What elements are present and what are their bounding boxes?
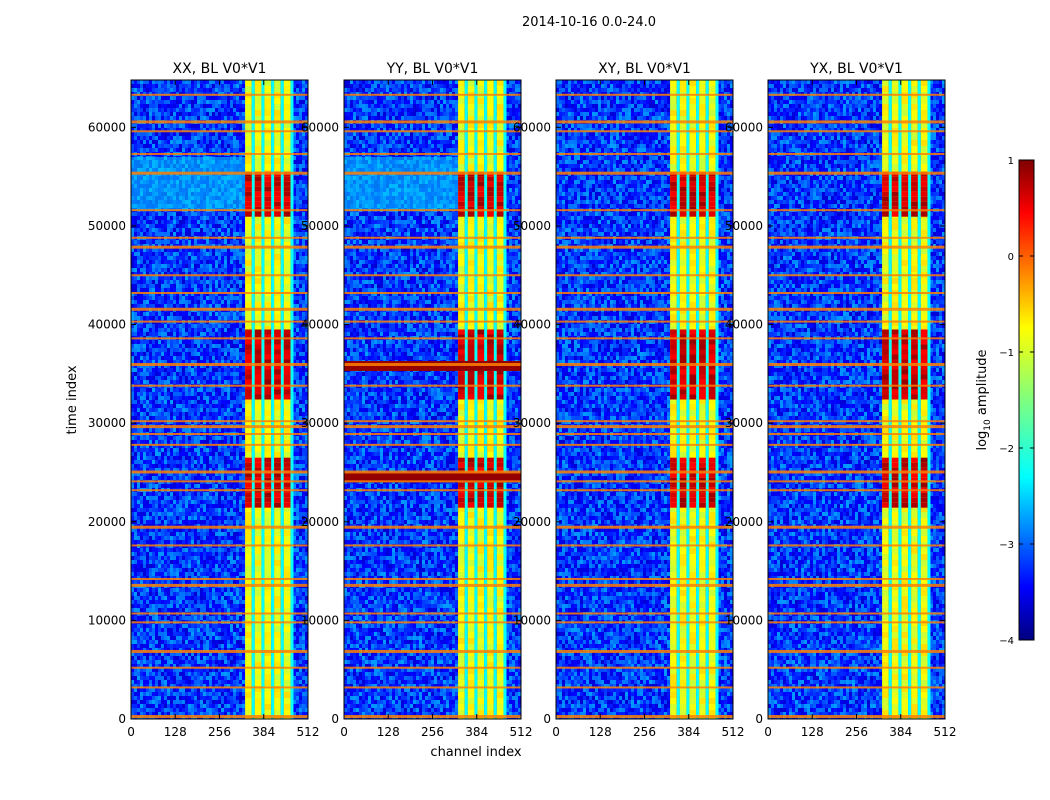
heatmap-panels: XX, BL V0*V1 0 128 256 384 512 0 10000 20000 3000… bbox=[88, 61, 957, 739]
colorbar-label-rest: amplitude bbox=[975, 349, 990, 419]
panel-title: YX, BL V0*V1 bbox=[809, 61, 903, 77]
y-tick-label: 10000 bbox=[88, 613, 126, 627]
y-tick-label: 10000 bbox=[301, 613, 339, 627]
colorbar-label-base: log bbox=[975, 431, 990, 451]
x-tick-label: 256 bbox=[421, 725, 444, 739]
heatmap-image bbox=[768, 80, 945, 719]
x-tick-label: 0 bbox=[764, 725, 772, 739]
x-tick-label: 128 bbox=[801, 725, 824, 739]
x-tick-label: 0 bbox=[127, 725, 135, 739]
y-tick-label: 50000 bbox=[301, 219, 339, 233]
y-tick-label: 20000 bbox=[88, 515, 126, 529]
y-tick-label: 30000 bbox=[725, 416, 763, 430]
y-tick-label: 40000 bbox=[513, 318, 551, 332]
y-tick-label: 30000 bbox=[513, 416, 551, 430]
colorbar-tick-label: −1 bbox=[999, 348, 1014, 359]
x-tick-label: 256 bbox=[208, 725, 231, 739]
x-tick-label: 512 bbox=[297, 725, 320, 739]
y-tick-label: 60000 bbox=[513, 120, 551, 134]
x-tick-label: 256 bbox=[633, 725, 656, 739]
y-tick-label: 40000 bbox=[301, 318, 339, 332]
y-tick-label: 0 bbox=[755, 712, 763, 726]
x-tick-label: 128 bbox=[377, 725, 400, 739]
panel-title: YY, BL V0*V1 bbox=[386, 61, 479, 77]
colorbar: 1 0 −1 −2 −3 −4 bbox=[999, 156, 1035, 647]
x-axis-label: channel index bbox=[430, 745, 521, 760]
x-tick-label: 384 bbox=[889, 725, 912, 739]
y-tick-label: 20000 bbox=[301, 515, 339, 529]
figure-suptitle: 2014-10-16 0.0-24.0 bbox=[522, 15, 656, 30]
x-tick-label: 512 bbox=[722, 725, 745, 739]
colorbar-tick-label: −4 bbox=[999, 636, 1014, 647]
y-tick-label: 60000 bbox=[301, 120, 339, 134]
x-tick-label: 512 bbox=[510, 725, 533, 739]
y-tick-label: 10000 bbox=[513, 613, 551, 627]
colorbar-tick-label: 0 bbox=[1008, 252, 1014, 263]
y-tick-label: 60000 bbox=[725, 120, 763, 134]
x-tick-label: 128 bbox=[589, 725, 612, 739]
y-tick-label: 0 bbox=[543, 712, 551, 726]
y-axis-label: time index bbox=[65, 365, 80, 434]
y-tick-label: 40000 bbox=[725, 318, 763, 332]
x-tick-label: 256 bbox=[845, 725, 868, 739]
y-tick-label: 20000 bbox=[513, 515, 551, 529]
y-tick-label: 50000 bbox=[725, 219, 763, 233]
colorbar-label-subscript: 10 bbox=[983, 419, 993, 431]
panel-title: XY, BL V0*V1 bbox=[598, 61, 691, 77]
colorbar-tick-label: −2 bbox=[999, 444, 1014, 455]
y-tick-label: 40000 bbox=[88, 318, 126, 332]
heatmap-image bbox=[131, 80, 308, 719]
colorbar-gradient bbox=[1018, 159, 1035, 641]
y-tick-label: 60000 bbox=[88, 120, 126, 134]
x-tick-label: 0 bbox=[552, 725, 560, 739]
y-tick-label: 50000 bbox=[88, 219, 126, 233]
y-tick-label: 10000 bbox=[725, 613, 763, 627]
y-tick-label: 20000 bbox=[725, 515, 763, 529]
y-tick-label: 30000 bbox=[301, 416, 339, 430]
heatmap-image bbox=[556, 80, 733, 719]
y-tick-label: 30000 bbox=[88, 416, 126, 430]
panel-xx: XX, BL V0*V1 0 128 256 384 512 0 10000 20000 3000… bbox=[88, 61, 320, 739]
y-tick-label: 0 bbox=[118, 712, 126, 726]
x-tick-label: 128 bbox=[164, 725, 187, 739]
panel-yy: YY, BL V0*V1 0 128 256 384 512 0 10000 20000 3000… bbox=[301, 61, 533, 739]
panel-title: XX, BL V0*V1 bbox=[173, 61, 267, 77]
panel-yx: YX, BL V0*V1 0 128 256 384 512 0 10000 20000 3000… bbox=[725, 61, 957, 739]
x-tick-label: 512 bbox=[934, 725, 957, 739]
y-tick-label: 0 bbox=[331, 712, 339, 726]
x-tick-label: 384 bbox=[252, 725, 275, 739]
colorbar-tick-label: −3 bbox=[999, 540, 1014, 551]
panel-xy: XY, BL V0*V1 0 128 256 384 512 0 10000 20000 3000… bbox=[513, 61, 745, 739]
x-tick-label: 384 bbox=[677, 725, 700, 739]
colorbar-label: log10 amplitude bbox=[975, 349, 993, 450]
y-tick-label: 50000 bbox=[513, 219, 551, 233]
colorbar-tick-label: 1 bbox=[1008, 156, 1014, 167]
x-tick-label: 0 bbox=[340, 725, 348, 739]
heatmap-image bbox=[344, 80, 521, 719]
x-tick-label: 384 bbox=[465, 725, 488, 739]
